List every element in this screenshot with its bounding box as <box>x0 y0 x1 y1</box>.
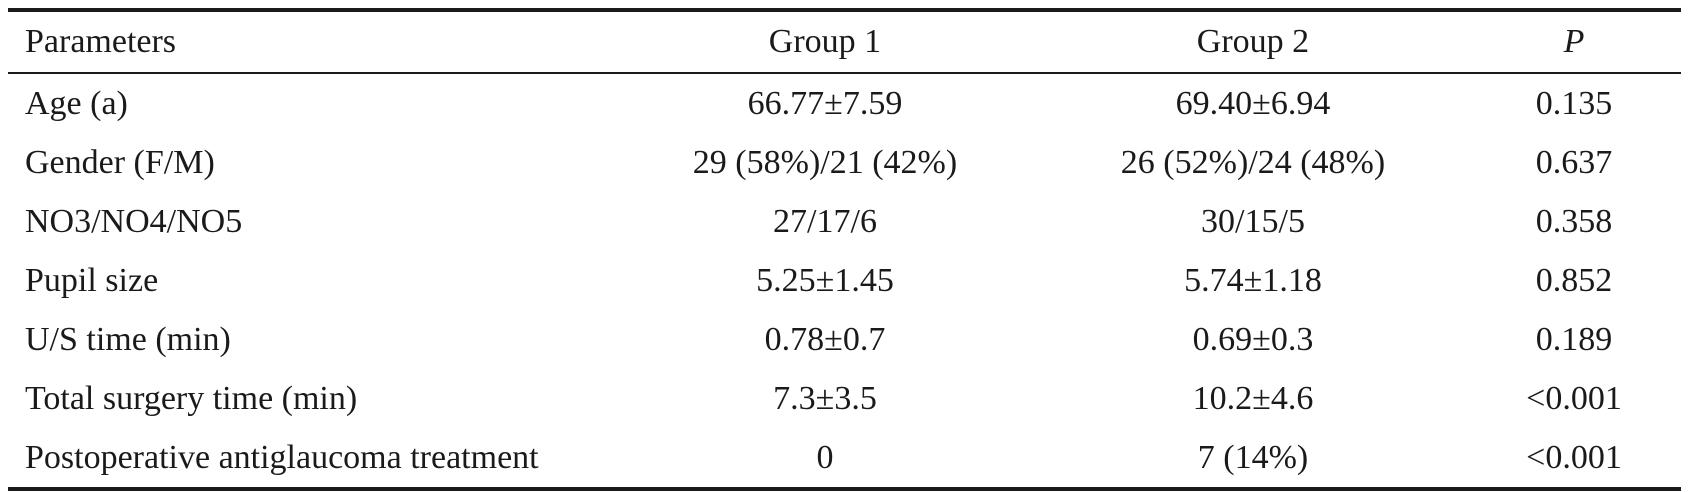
header-row: Parameters Group 1 Group 2 P <box>8 10 1681 73</box>
cell-group-1: 5.25±1.45 <box>756 262 894 299</box>
cell-group-2: 5.74±1.18 <box>1184 262 1322 299</box>
table-row: U/S time (min) 0.78±0.7 0.69±0.3 0.189 <box>8 310 1681 369</box>
table-header: Parameters Group 1 Group 2 P <box>8 10 1681 73</box>
cell-group-2: 0.69±0.3 <box>1192 321 1314 358</box>
cell-p-value: <0.001 <box>1526 380 1622 417</box>
cell-group-2: 69.40±6.94 <box>1175 85 1331 122</box>
header-parameters: Parameters <box>25 23 177 60</box>
cell-p-value: 0.135 <box>1535 85 1613 122</box>
cell-parameter: Pupil size <box>25 262 159 299</box>
cell-p-value: 0.358 <box>1535 203 1613 240</box>
cell-group-1: 66.77±7.59 <box>747 85 903 122</box>
cell-group-2: 10.2±4.6 <box>1192 380 1314 417</box>
cell-group-1: 0.78±0.7 <box>764 321 886 358</box>
table-row: Pupil size 5.25±1.45 5.74±1.18 0.852 <box>8 251 1681 310</box>
header-p-value: P <box>1467 10 1681 73</box>
comparison-table: Parameters Group 1 Group 2 P Age (a) 66.… <box>8 8 1681 491</box>
cell-p-value: 0.637 <box>1535 144 1613 181</box>
cell-group-2: 7 (14%) <box>1197 439 1309 476</box>
table-row: Total surgery time (min) 7.3±3.5 10.2±4.… <box>8 369 1681 428</box>
table-row: Gender (F/M) 29 (58%)/21 (42%) 26 (52%)/… <box>8 133 1681 192</box>
comparison-table-container: Parameters Group 1 Group 2 P Age (a) 66.… <box>8 8 1681 491</box>
cell-group-1: 7.3±3.5 <box>773 380 877 417</box>
table-row: NO3/NO4/NO5 27/17/6 30/15/5 0.358 <box>8 192 1681 251</box>
table-row: Age (a) 66.77±7.59 69.40±6.94 0.135 <box>8 73 1681 133</box>
cell-parameter: Total surgery time (min) <box>25 380 358 417</box>
cell-p-value: 0.852 <box>1535 262 1613 299</box>
cell-group-1: 29 (58%)/21 (42%) <box>692 144 958 181</box>
cell-group-1: 0 <box>816 439 834 476</box>
header-p-label: P <box>1563 23 1585 60</box>
cell-parameter: Gender (F/M) <box>25 144 215 181</box>
header-group-2: Group 2 <box>1196 23 1310 60</box>
cell-parameter: Postoperative antiglaucoma treatment <box>25 439 539 476</box>
table-row: Postoperative antiglaucoma treatment 0 7… <box>8 428 1681 489</box>
cell-p-value: 0.189 <box>1535 321 1613 358</box>
cell-group-1: 27/17/6 <box>773 203 877 240</box>
cell-parameter: Age (a) <box>25 85 128 122</box>
cell-p-value: <0.001 <box>1526 439 1622 476</box>
cell-group-2: 26 (52%)/24 (48%) <box>1120 144 1386 181</box>
cell-group-2: 30/15/5 <box>1201 203 1305 240</box>
cell-parameter: NO3/NO4/NO5 <box>25 203 243 240</box>
cell-parameter: U/S time (min) <box>25 321 231 358</box>
header-group-1: Group 1 <box>768 23 882 60</box>
table-body: Age (a) 66.77±7.59 69.40±6.94 0.135 Gend… <box>8 73 1681 489</box>
